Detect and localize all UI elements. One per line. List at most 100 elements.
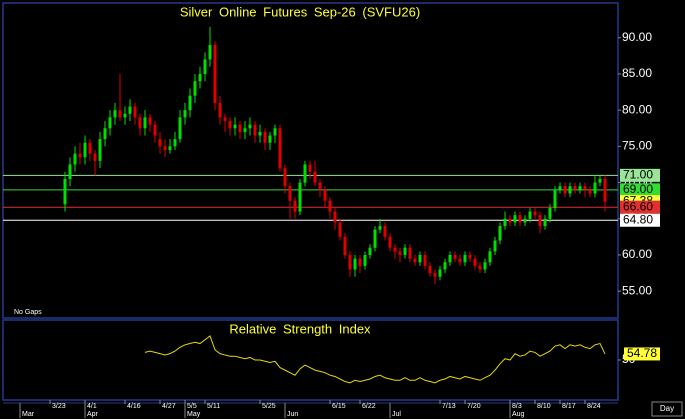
candle-body <box>188 95 192 111</box>
candle-body <box>558 186 562 190</box>
candle-body <box>198 73 202 82</box>
x-label-box <box>651 401 683 417</box>
x-tick-label: 7/13 <box>442 403 456 410</box>
month-label: Jul <box>392 411 401 418</box>
month-label: Mar <box>22 411 35 418</box>
rsi-last-box <box>624 347 660 361</box>
month-label: Apr <box>87 411 99 418</box>
month-label: May <box>187 411 201 418</box>
candle-body <box>293 200 297 212</box>
candle-body <box>378 226 382 230</box>
candle-body <box>373 229 377 248</box>
candle-body <box>408 247 412 259</box>
candle-body <box>113 110 117 118</box>
candle-body <box>333 211 337 223</box>
candle-body <box>553 189 557 208</box>
candle-body <box>403 247 407 255</box>
candle-body <box>563 186 567 194</box>
x-tick-label: 8/10 <box>537 403 551 410</box>
candle-body <box>358 258 362 266</box>
chart-title: Silver Online Futures Sep-26 (SVFU26) <box>180 4 420 19</box>
candle-body <box>298 182 302 212</box>
x-tick-label: 8/3 <box>512 403 522 410</box>
candle-body <box>203 59 207 74</box>
candle-body <box>118 110 122 118</box>
candle-body <box>283 168 287 187</box>
x-tick-label: 5/5 <box>187 403 197 410</box>
candle-body <box>383 226 387 237</box>
candle-body <box>248 124 252 129</box>
y-tick-label: 60.00 <box>622 247 652 261</box>
candle-body <box>78 153 82 158</box>
y-tick-label: 90.00 <box>622 30 652 44</box>
candle-body <box>478 265 482 270</box>
candle-body <box>168 146 172 150</box>
candle-body <box>73 153 77 165</box>
candle-body <box>523 218 527 223</box>
candle-body <box>233 124 237 129</box>
y-tick-label: 55.00 <box>622 283 652 297</box>
candle-body <box>323 189 327 201</box>
x-label: Day <box>660 404 674 413</box>
candle-body <box>138 117 142 129</box>
candle-body <box>178 117 182 140</box>
candle-body <box>228 121 232 129</box>
candle-body <box>143 117 147 129</box>
candle-body <box>318 182 322 190</box>
candle-body <box>513 215 517 223</box>
candle-body <box>593 182 597 194</box>
month-label: Aug <box>512 411 525 418</box>
candle-body <box>223 117 227 122</box>
candle-body <box>528 211 532 219</box>
x-tick-label: 3/23 <box>52 403 66 410</box>
x-tick-label: 4/16 <box>127 403 141 410</box>
candle-body <box>153 124 157 136</box>
x-tick-label: 5/11 <box>207 403 220 410</box>
candle-body <box>598 178 602 183</box>
y-tick-label: 75.00 <box>622 139 652 153</box>
rsi-last-label: 54.78 <box>627 346 657 360</box>
candle-body <box>568 186 572 194</box>
candle-body <box>163 146 167 150</box>
candle-body <box>93 153 97 161</box>
candle-body <box>288 186 292 201</box>
candle-body <box>213 45 217 103</box>
candle-body <box>368 247 372 255</box>
candle-body <box>503 218 507 227</box>
candle-body <box>388 236 392 248</box>
candle-body <box>433 273 437 277</box>
candle-body <box>63 178 67 205</box>
candle-body <box>308 164 312 172</box>
candle-body <box>158 139 162 147</box>
candle-body <box>148 117 152 125</box>
candle-body <box>508 218 512 223</box>
candle-body <box>458 258 462 263</box>
level-label-box <box>620 200 660 214</box>
candle-body <box>578 186 582 190</box>
candle-body <box>543 218 547 227</box>
annotation: No Gaps <box>14 309 42 316</box>
level-label-box <box>620 183 660 197</box>
candle-body <box>83 142 87 158</box>
x-tick-label: 6/15 <box>332 403 346 410</box>
candle-body <box>488 251 492 263</box>
candle-body <box>428 265 432 274</box>
candle-body <box>68 164 72 179</box>
rsi-title: Relative Strength Index <box>229 321 371 336</box>
x-tick-label: 4/27 <box>162 403 176 410</box>
candle-body <box>363 255 367 266</box>
level-label: 66.60 <box>623 199 653 213</box>
candle-body <box>123 113 127 118</box>
candle-body <box>278 128 282 169</box>
level-label: 69.00 <box>623 182 653 196</box>
price-panel <box>2 2 619 319</box>
candle-body <box>473 258 477 266</box>
candle-body <box>448 255 452 263</box>
month-label: Jun <box>287 411 298 418</box>
candle-body <box>263 131 267 143</box>
rsi-line <box>144 335 606 384</box>
x-tick-label: 8/24 <box>587 403 601 410</box>
candle-body <box>423 255 427 266</box>
candle-body <box>548 207 552 219</box>
